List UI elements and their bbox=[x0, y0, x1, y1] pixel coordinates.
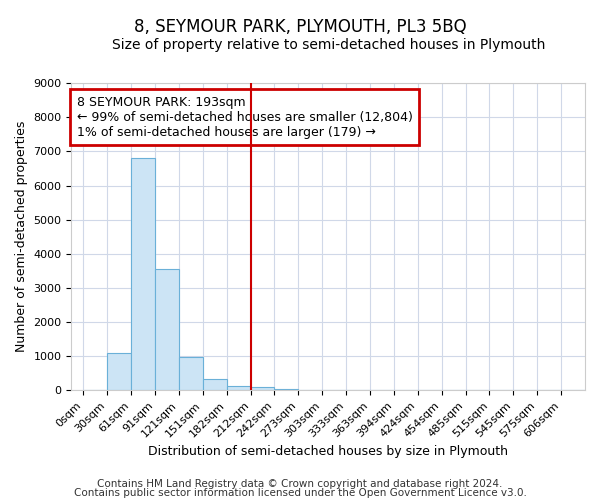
Text: Contains HM Land Registry data © Crown copyright and database right 2024.: Contains HM Land Registry data © Crown c… bbox=[97, 479, 503, 489]
Bar bbox=[251, 387, 274, 390]
Bar bbox=[155, 269, 179, 390]
Bar bbox=[274, 388, 298, 390]
Text: 8, SEYMOUR PARK, PLYMOUTH, PL3 5BQ: 8, SEYMOUR PARK, PLYMOUTH, PL3 5BQ bbox=[134, 18, 466, 36]
Bar bbox=[107, 352, 131, 390]
Text: Contains public sector information licensed under the Open Government Licence v3: Contains public sector information licen… bbox=[74, 488, 526, 498]
Text: 8 SEYMOUR PARK: 193sqm
← 99% of semi-detached houses are smaller (12,804)
1% of : 8 SEYMOUR PARK: 193sqm ← 99% of semi-det… bbox=[77, 96, 412, 138]
Bar bbox=[227, 386, 251, 390]
Bar bbox=[203, 378, 227, 390]
Y-axis label: Number of semi-detached properties: Number of semi-detached properties bbox=[15, 121, 28, 352]
X-axis label: Distribution of semi-detached houses by size in Plymouth: Distribution of semi-detached houses by … bbox=[148, 444, 508, 458]
Bar bbox=[131, 158, 155, 390]
Bar bbox=[179, 357, 203, 390]
Title: Size of property relative to semi-detached houses in Plymouth: Size of property relative to semi-detach… bbox=[112, 38, 545, 52]
